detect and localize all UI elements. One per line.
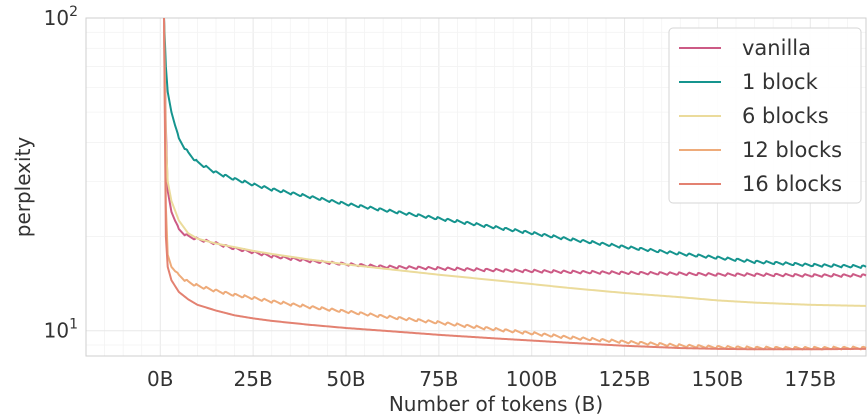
series-line-1-block [163, 17, 867, 269]
y-axis-ticks: 101 102 [44, 4, 78, 343]
legend-entry: 16 blocks [742, 172, 842, 196]
x-tick-label: 150B [691, 367, 743, 391]
series-line-vanilla [163, 17, 867, 278]
x-tick-label: 100B [506, 367, 558, 391]
x-tick-label: 125B [599, 367, 651, 391]
x-tick-label: 75B [419, 367, 458, 391]
x-tick-label: 25B [234, 367, 273, 391]
legend-entry: vanilla [742, 36, 811, 60]
x-tick-label: 0B [147, 367, 173, 391]
legend-entry: 1 block [742, 70, 819, 94]
x-axis-ticks: 0B 25B 50B 75B 100B 125B 150B 175B [147, 367, 836, 391]
x-tick-label: 175B [784, 367, 836, 391]
y-tick-label: 101 [44, 317, 78, 343]
series-line-12-blocks [163, 17, 867, 351]
plot-frame [85, 17, 867, 357]
series-line-6-blocks [163, 17, 867, 307]
legend-box [668, 27, 862, 204]
x-tick-label: 50B [326, 367, 365, 391]
series-layer [163, 17, 867, 351]
legend-entry: 12 blocks [742, 138, 842, 162]
legend-entry: 6 blocks [742, 104, 829, 128]
y-axis-label: perplexity [11, 137, 35, 238]
series-line-16-blocks [163, 17, 867, 351]
y-tick-label: 102 [44, 4, 78, 30]
legend: vanilla 1 block 6 blocks 12 blocks 16 blocks [668, 27, 862, 204]
x-axis-label: Number of tokens (B) [389, 392, 603, 416]
